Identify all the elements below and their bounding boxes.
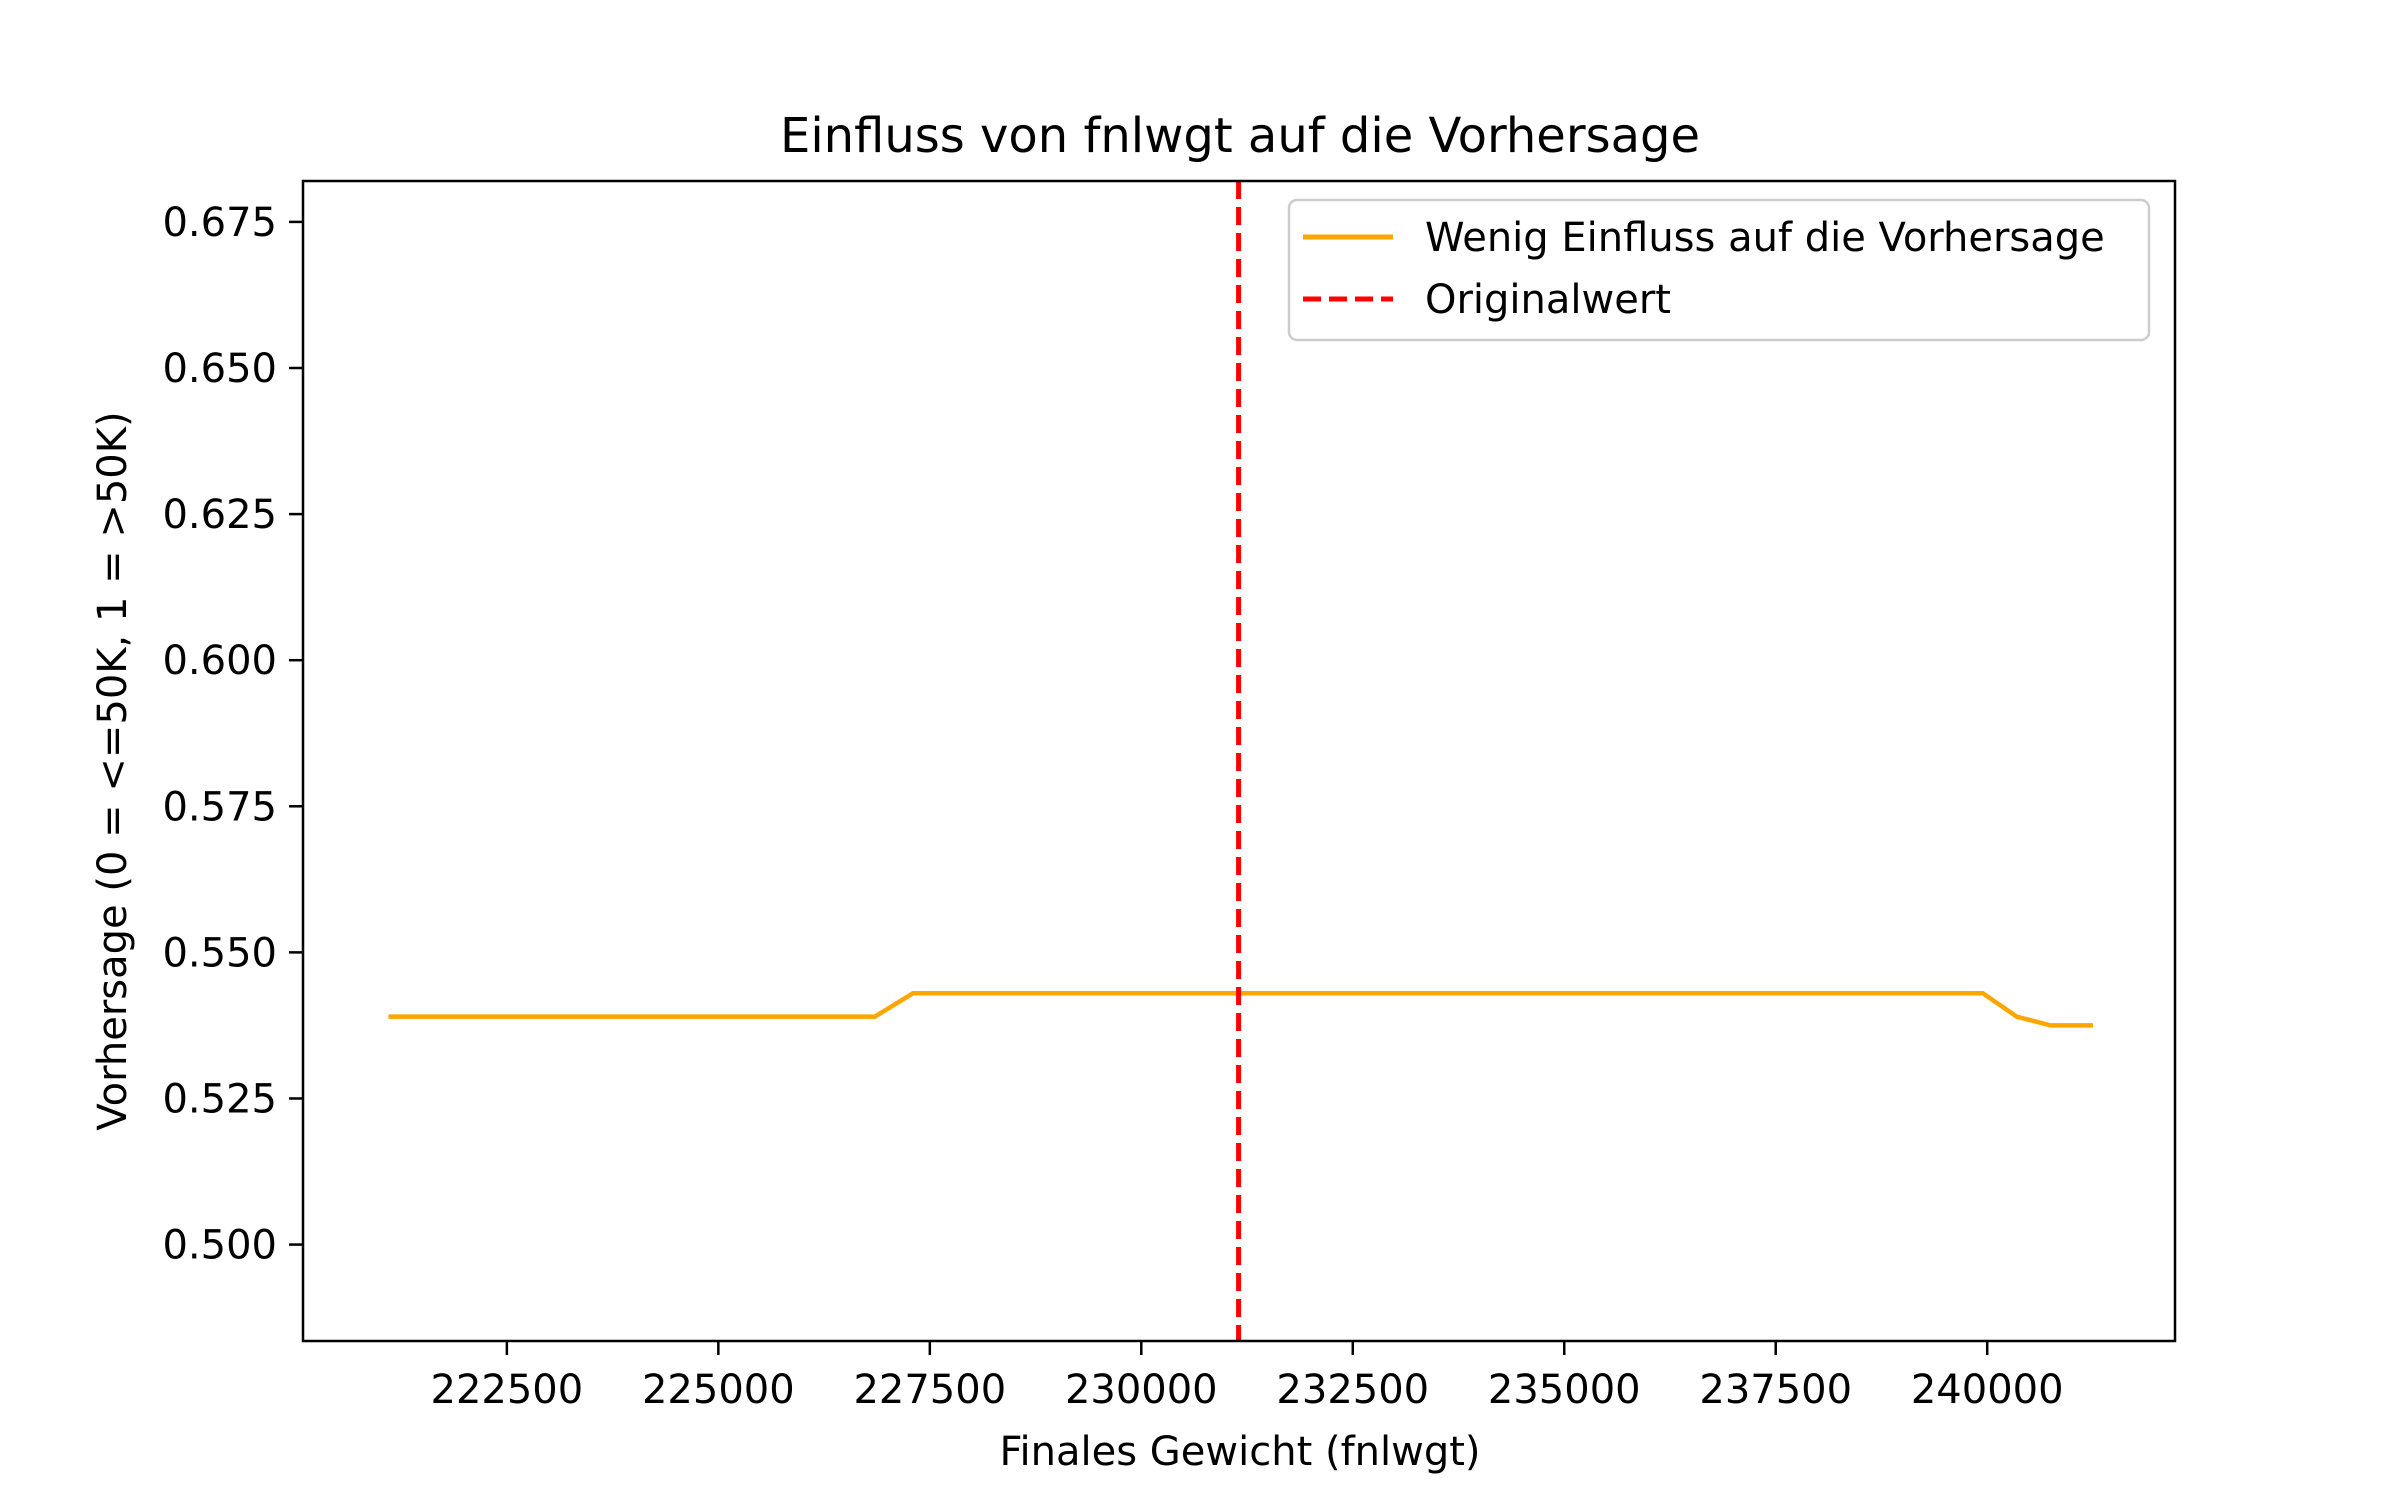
series-line-0	[388, 991, 2093, 1028]
y-tick-label: 0.675	[162, 200, 277, 246]
x-tick-label: 227500	[853, 1367, 1006, 1413]
x-tick-label: 235000	[1488, 1367, 1641, 1413]
y-tick-label: 0.525	[162, 1076, 277, 1122]
y-axis-label: Vorhersage (0 = <=50K, 1 = >50K)	[90, 411, 136, 1130]
plot-area	[301, 179, 2177, 1343]
plot-frame	[301, 179, 2177, 1343]
legend-box	[1287, 198, 2151, 342]
x-axis: 222500 225000 227500 230000 232500 235000 2375…	[431, 1341, 2064, 1413]
y-tick-label: 0.550	[162, 930, 277, 976]
chart-title: Einfluss von fnlwgt auf die Vorhersage	[780, 108, 1700, 164]
legend-label-reference: Originalwert	[1425, 277, 1671, 323]
x-tick-label: 232500	[1276, 1367, 1429, 1413]
y-tick-label: 0.600	[162, 638, 277, 684]
x-tick-label: 230000	[1065, 1367, 1218, 1413]
x-tick-label: 225000	[642, 1367, 795, 1413]
y-tick-label: 0.625	[162, 492, 277, 538]
x-tick-label: 222500	[431, 1367, 584, 1413]
y-axis: 0.500 0.525 0.550 0.575 0.600 0.625 0.650 0.675	[162, 200, 303, 1269]
y-tick-label: 0.575	[162, 784, 277, 830]
y-tick-label: 0.500	[162, 1223, 277, 1269]
x-tick-label: 237500	[1699, 1367, 1852, 1413]
legend-label-series: Wenig Einfluss auf die Vorhersage	[1425, 215, 2105, 261]
x-axis-label: Finales Gewicht (fnlwgt)	[999, 1429, 1480, 1475]
legend: Wenig Einfluss auf die Vorhersage Origina…	[1287, 198, 2151, 342]
y-tick-label: 0.650	[162, 346, 277, 392]
x-tick-label: 240000	[1911, 1367, 2064, 1413]
